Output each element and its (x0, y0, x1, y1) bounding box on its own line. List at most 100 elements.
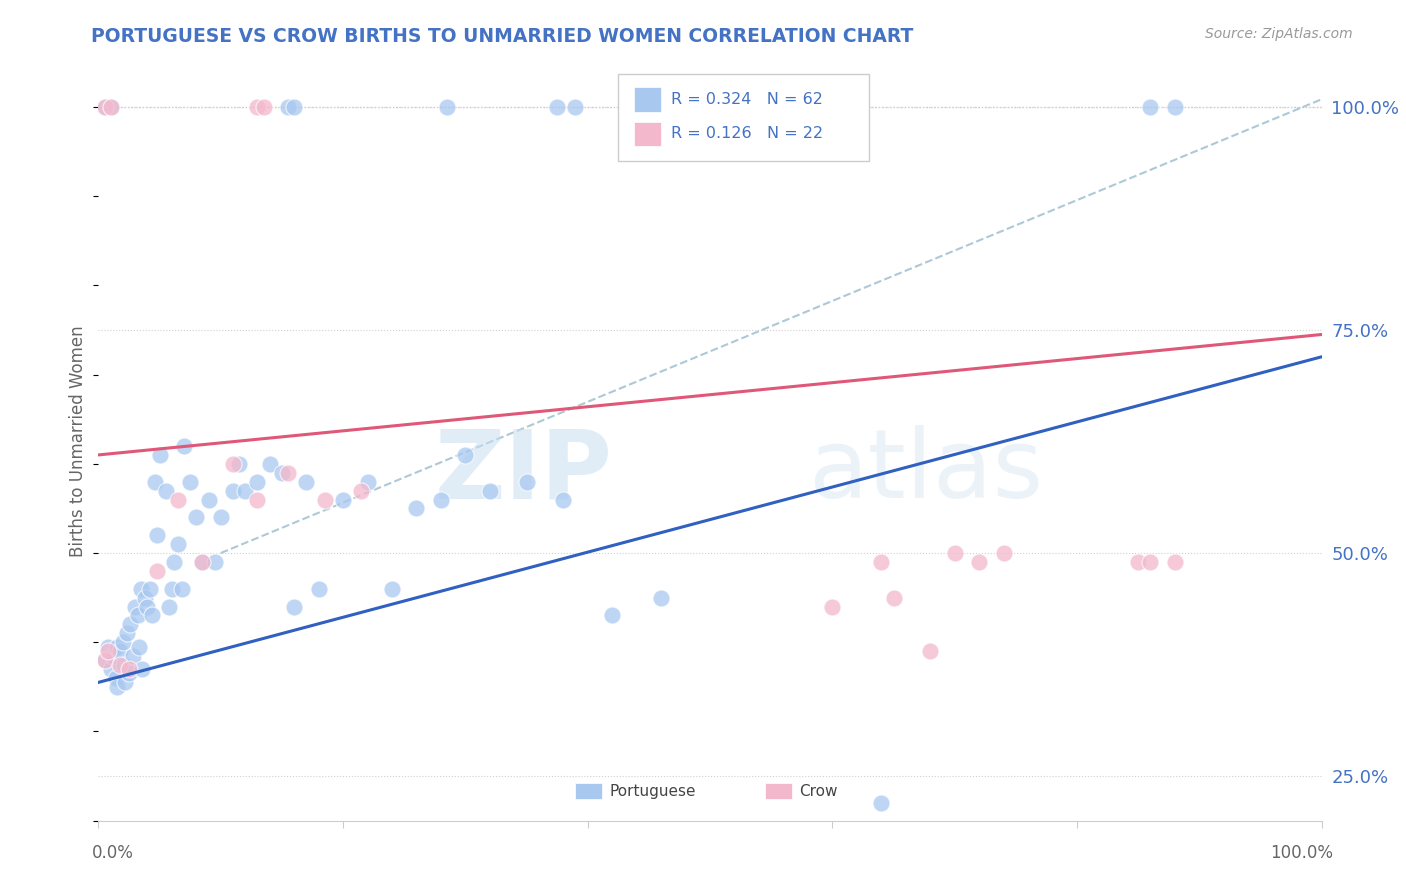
Point (127, 608, 149, 623)
Point (381, 582, 404, 596)
Point (277, 100, 299, 114)
Text: R = 0.324   N = 62: R = 0.324 N = 62 (671, 92, 823, 107)
Point (222, 457, 245, 471)
Point (252, 100, 274, 114)
Point (204, 555, 226, 569)
Point (93, 100, 115, 114)
Point (104, 671, 127, 685)
Point (350, 483, 373, 498)
Text: Portuguese: Portuguese (610, 783, 696, 798)
Point (157, 599, 180, 614)
Point (146, 528, 169, 542)
Point (546, 100, 568, 114)
Y-axis label: Births to Unmarried Women: Births to Unmarried Women (69, 326, 87, 558)
Point (167, 537, 190, 551)
Point (478, 483, 501, 498)
Point (283, 599, 305, 614)
Point (314, 492, 336, 507)
Point (110, 657, 132, 672)
Point (197, 492, 219, 507)
Text: PORTUGUESE VS CROW BIRTHS TO UNMARRIED WOMEN CORRELATION CHART: PORTUGUESE VS CROW BIRTHS TO UNMARRIED W… (91, 27, 914, 45)
Point (93, 653, 115, 667)
Point (163, 555, 186, 569)
Text: Crow: Crow (800, 783, 838, 798)
Point (920, 644, 942, 658)
Point (1128, 555, 1150, 569)
Point (121, 648, 143, 663)
Point (283, 100, 305, 114)
Point (110, 644, 132, 658)
Point (233, 483, 256, 498)
Point (222, 483, 245, 498)
FancyBboxPatch shape (619, 74, 869, 161)
Point (650, 591, 672, 605)
Point (141, 608, 163, 623)
Point (97, 644, 120, 658)
Point (870, 555, 893, 569)
Point (436, 100, 458, 114)
Text: ZIP: ZIP (434, 425, 612, 518)
Point (943, 546, 966, 560)
Point (1164, 555, 1187, 569)
Point (97, 640, 120, 654)
Text: 100.0%: 100.0% (1270, 844, 1333, 862)
Point (112, 657, 135, 672)
Text: atlas: atlas (808, 425, 1043, 518)
Point (821, 599, 844, 614)
Point (308, 582, 330, 596)
Point (993, 546, 1015, 560)
Point (246, 475, 269, 489)
Point (114, 675, 136, 690)
Point (128, 640, 150, 654)
Point (1139, 555, 1161, 569)
Point (191, 555, 214, 569)
Point (332, 492, 354, 507)
Point (179, 475, 201, 489)
Point (515, 475, 537, 489)
Point (118, 666, 141, 681)
Point (149, 448, 172, 462)
Point (105, 640, 128, 654)
Point (405, 501, 427, 516)
Point (430, 492, 453, 507)
Point (173, 439, 195, 453)
Point (295, 475, 318, 489)
Point (139, 582, 162, 596)
Point (883, 591, 905, 605)
Point (1139, 100, 1161, 114)
Point (93, 100, 115, 114)
Point (454, 448, 477, 462)
Text: Source: ZipAtlas.com: Source: ZipAtlas.com (1205, 27, 1353, 41)
Bar (634, 87, 661, 112)
Point (146, 564, 169, 578)
Point (120, 617, 142, 632)
Point (246, 492, 269, 507)
Point (277, 466, 299, 480)
Point (101, 648, 124, 663)
Point (124, 599, 146, 614)
Point (134, 591, 156, 605)
Point (131, 662, 153, 676)
Point (246, 100, 269, 114)
Point (270, 466, 294, 480)
Text: 0.0%: 0.0% (91, 844, 134, 862)
Point (111, 635, 134, 649)
Point (100, 100, 122, 114)
Point (170, 582, 193, 596)
Point (155, 483, 177, 498)
Point (143, 475, 166, 489)
Point (920, 867, 942, 881)
Point (1164, 100, 1187, 114)
Point (564, 100, 586, 114)
Point (160, 582, 183, 596)
Point (167, 492, 190, 507)
Point (209, 510, 232, 524)
Bar (634, 121, 661, 145)
Bar (575, 783, 602, 799)
Point (870, 796, 893, 810)
Point (186, 510, 208, 524)
Point (356, 475, 378, 489)
Point (553, 492, 575, 507)
Point (129, 582, 152, 596)
Point (100, 662, 122, 676)
